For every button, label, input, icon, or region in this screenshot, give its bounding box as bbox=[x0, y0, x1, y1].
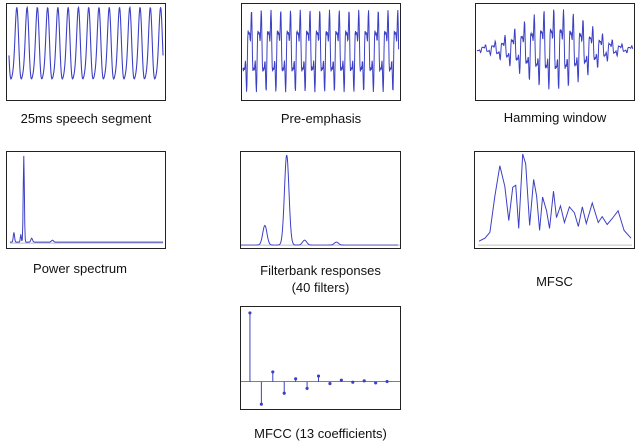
speech-segment-caption: 25ms speech segment bbox=[20, 111, 152, 126]
hamming-window-caption: Hamming window bbox=[503, 110, 607, 125]
mfcc-point-7 bbox=[316, 374, 321, 378]
power-spectrum-line bbox=[9, 155, 164, 243]
hamming-waveform-line bbox=[476, 9, 634, 90]
mfcc-plot bbox=[240, 306, 401, 410]
mfsc-line bbox=[478, 153, 632, 242]
pre-emphasis-caption: Pre-emphasis bbox=[280, 111, 362, 126]
filterbank-caption-line1: Filterbank responses bbox=[260, 263, 381, 278]
mfcc-point-8 bbox=[328, 382, 332, 386]
power-spectrum-curve bbox=[9, 155, 164, 244]
mfcc-point-9 bbox=[339, 378, 343, 382]
mfcc-point-10 bbox=[351, 380, 355, 384]
mfsc-curve bbox=[477, 153, 633, 246]
speech-waveform-line bbox=[8, 5, 164, 81]
filterbank-caption: Filterbank responses (40 filters) bbox=[240, 262, 401, 296]
mfcc-point-3 bbox=[271, 370, 275, 374]
mfcc-point-12 bbox=[374, 381, 378, 385]
power-spectrum-plot bbox=[6, 151, 166, 249]
pre-emphasis-plot bbox=[241, 3, 401, 101]
mfcc-point-13 bbox=[385, 379, 389, 384]
hamming-window-plot bbox=[475, 3, 635, 101]
mfcc-point-1 bbox=[248, 311, 252, 315]
mfcc-caption: MFCC (13 coefficients) bbox=[254, 426, 387, 441]
mfsc-caption: MFSC bbox=[536, 274, 573, 289]
pre-emphasis-waveform bbox=[242, 9, 400, 93]
pre-emphasis-waveform-line bbox=[242, 9, 400, 93]
mfcc-stem-plot bbox=[241, 311, 400, 406]
filterbank-caption-line2: (40 filters) bbox=[291, 280, 350, 295]
mfcc-point-5 bbox=[294, 377, 298, 381]
speech-segment-waveform bbox=[8, 5, 164, 81]
mfsc-plot bbox=[474, 151, 635, 249]
mfcc-point-6 bbox=[305, 386, 309, 390]
hamming-window-waveform bbox=[476, 9, 634, 90]
speech-segment-plot bbox=[6, 3, 166, 101]
mfcc-point-2 bbox=[259, 402, 263, 406]
filterbank-responses-curve bbox=[241, 154, 400, 246]
filterbank-responses-plot bbox=[240, 151, 401, 249]
filterbank-line bbox=[241, 154, 399, 246]
mfcc-point-11 bbox=[362, 379, 366, 383]
mfcc-point-4 bbox=[282, 391, 286, 395]
power-spectrum-caption: Power spectrum bbox=[33, 261, 127, 276]
